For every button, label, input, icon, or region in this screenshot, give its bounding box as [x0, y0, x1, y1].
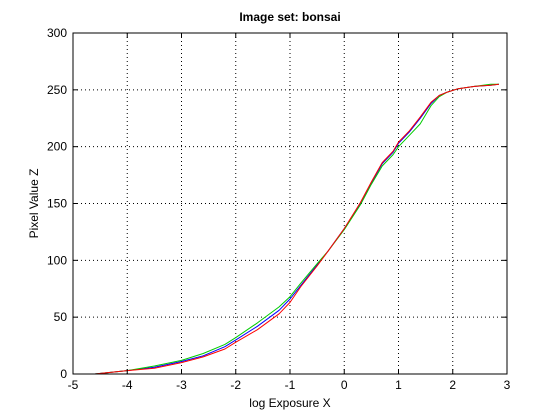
x-tick-label: 2 — [449, 378, 456, 392]
y-axis-label: Pixel Value Z — [27, 169, 41, 239]
tick-labels: -5 -4 -3 -2 -1 0 1 2 3 0 50 100 150 200 250 300 — [47, 26, 511, 392]
series-line-3 — [94, 83, 499, 375]
y-tick-label: 250 — [47, 83, 67, 97]
y-tick-label: 200 — [47, 140, 67, 154]
series-lines — [94, 83, 499, 375]
axis-ticks — [72, 32, 508, 375]
grid-lines — [73, 33, 507, 374]
y-tick-label: 300 — [47, 26, 67, 40]
x-tick-label: -3 — [176, 378, 187, 392]
x-axis-label: log Exposure X — [249, 396, 330, 410]
x-tick-label: -4 — [122, 378, 133, 392]
x-tick-label: 1 — [395, 378, 402, 392]
y-tick-label: 50 — [54, 310, 68, 324]
x-tick-label: -2 — [230, 378, 241, 392]
x-tick-label: 0 — [341, 378, 348, 392]
y-tick-label: 150 — [47, 197, 67, 211]
chart-title: Image set: bonsai — [239, 10, 340, 24]
y-tick-label: 100 — [47, 253, 67, 267]
x-tick-label: -1 — [285, 378, 296, 392]
x-tick-label: 3 — [504, 378, 511, 392]
x-tick-label: -5 — [68, 378, 79, 392]
y-tick-label: 0 — [60, 367, 67, 381]
